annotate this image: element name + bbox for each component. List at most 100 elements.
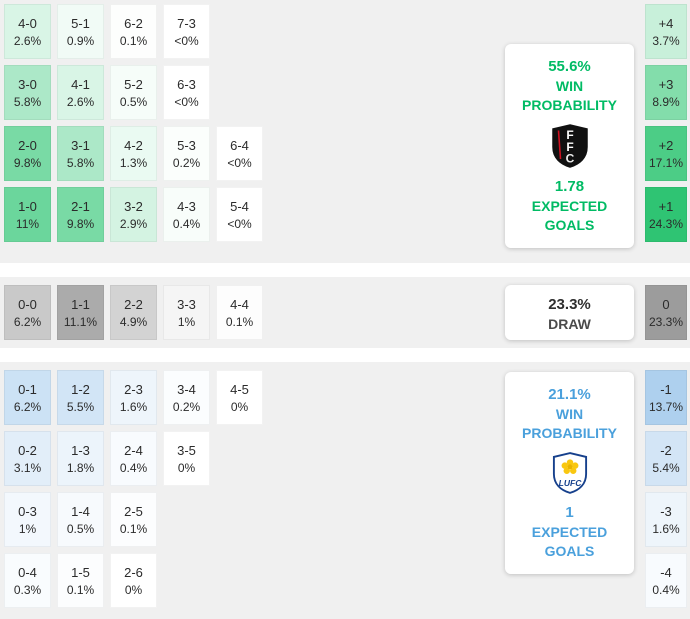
score-label: -2 [660,442,672,458]
score-row: 1-0 11% 2-1 9.8% 3-2 2.9% 4-3 0.4% 5-4 <0% [4,187,263,242]
away-win-label-line1: WIN [555,406,584,423]
probability-label: <0% [174,94,199,109]
probability-label: 9.8% [13,155,42,170]
probability-label: 5.8% [13,94,42,109]
score-label: 6-4 [230,137,249,153]
score-cell: 2-2 4.9% [110,285,157,340]
fulham-crest-icon: F F C [551,124,588,168]
svg-text:C: C [565,152,574,166]
probability-label: 0.5% [66,521,95,536]
score-cell: 0-4 0.3% [4,553,51,608]
probability-label: 0.2% [172,155,201,170]
probability-label: 3.1% [13,460,42,475]
score-cell: 7-3 <0% [163,4,210,59]
score-label: +3 [658,76,674,92]
score-cell: 5-4 <0% [216,187,263,242]
score-row: 2-0 9.8% 3-1 5.8% 4-2 1.3% 5-3 0.2% 6-4 <0% [4,126,263,181]
score-cell: 0-3 1% [4,492,51,547]
probability-label: 0.1% [225,314,254,329]
home-win-card: 55.6% WIN PROBABILITY F F C 1.78 EXPECTE… [505,44,634,249]
probability-label: 1.6% [652,521,680,536]
probability-label: 1% [18,521,37,536]
probability-label: 0.5% [119,94,148,109]
away-expected-goals-label-line2: GOALS [544,543,595,560]
away-win-label-line2: PROBABILITY [522,425,617,442]
score-label: 0-2 [18,442,37,458]
score-cell: 1-0 11% [4,187,51,242]
score-cell: 3-5 0% [163,431,210,486]
score-cell: 4-1 2.6% [57,65,104,120]
draw-probability-value: 23.3% [548,296,591,313]
score-label: 5-2 [124,76,143,92]
score-label: 4-2 [124,137,143,153]
score-row: 0-3 1% 1-4 0.5% 2-5 0.1% [4,492,263,547]
probability-label: 0.4% [119,460,148,475]
probability-label: <0% [227,155,252,170]
probability-label: 3.7% [652,33,680,48]
score-cell: 3-3 1% [163,285,210,340]
goal-margin-cell: +3 8.9% [645,65,687,120]
score-label: 4-4 [230,296,249,312]
probability-label: 13.7% [648,399,684,414]
probability-label: 0% [124,582,143,597]
probability-label: 0.1% [119,33,148,48]
svg-text:F: F [566,128,573,142]
probability-label: 0.4% [172,216,201,231]
probability-label: 0% [230,399,249,414]
score-label: 1-3 [71,442,90,458]
score-label: 6-3 [177,76,196,92]
score-row: 0-4 0.3% 1-5 0.1% 2-6 0% [4,553,263,608]
goal-margin-cell: -1 13.7% [645,370,687,425]
goal-margin-cell: 0 23.3% [645,285,687,340]
probability-label: 5.8% [66,155,95,170]
probability-label: 4.9% [119,314,148,329]
score-cell: 4-2 1.3% [110,126,157,181]
home-goal-margin-column: +4 3.7% +3 8.9% +2 17.1% +1 24.3% [645,4,687,242]
score-label: 4-3 [177,198,196,214]
probability-label: 6.2% [13,399,42,414]
score-label: 2-4 [124,442,143,458]
away-score-grid: 0-1 6.2% 1-2 5.5% 2-3 1.6% 3-4 0.2% 4-5 0% 0-2 3.1%… [4,370,263,608]
score-label: -1 [660,381,672,397]
score-cell: 3-1 5.8% [57,126,104,181]
probability-label: 5.4% [652,460,680,475]
home-win-label-line1: WIN [555,78,584,95]
probability-label: 11.1% [63,314,98,329]
probability-label: 2.9% [119,216,148,231]
away-expected-goals-value: 1 [565,504,574,522]
goal-margin-cell: -2 5.4% [645,431,687,486]
probability-label: 1.8% [66,460,95,475]
goal-margin-cell: +4 3.7% [645,4,687,59]
score-label: 4-1 [71,76,90,92]
score-cell: 6-3 <0% [163,65,210,120]
draw-goal-margin-column: 0 23.3% [645,285,687,340]
goal-margin-cell: -4 0.4% [645,553,687,608]
score-row: 0-0 6.2% 1-1 11.1% 2-2 4.9% 3-3 1% 4-4 0.1% [4,285,263,340]
score-row: 3-0 5.8% 4-1 2.6% 5-2 0.5% 6-3 <0% [4,65,263,120]
probability-label: 1.6% [119,399,148,414]
probability-label: <0% [227,216,252,231]
svg-text:F: F [566,140,573,154]
goal-margin-cell: +2 17.1% [645,126,687,181]
score-label: 0-3 [18,503,37,519]
score-cell: 4-5 0% [216,370,263,425]
score-label: 0-1 [18,381,37,397]
score-label: 6-2 [124,15,143,31]
score-cell: 2-1 9.8% [57,187,104,242]
score-label: 5-1 [71,15,90,31]
score-label: 3-5 [177,442,196,458]
svg-text:LUFC: LUFC [558,478,582,488]
score-label: 2-2 [124,296,143,312]
draw-card: 23.3% DRAW [505,285,634,340]
away-goal-margin-column: -1 13.7% -2 5.4% -3 1.6% -4 0.4% [645,370,687,608]
probability-label: 6.2% [13,314,42,329]
score-label: 0-4 [18,564,37,580]
score-cell: 1-5 0.1% [57,553,104,608]
score-label: +4 [658,15,674,31]
score-row: 0-1 6.2% 1-2 5.5% 2-3 1.6% 3-4 0.2% 4-5 0% [4,370,263,425]
score-label: +2 [658,137,674,153]
score-cell: 2-3 1.6% [110,370,157,425]
score-cell: 4-3 0.4% [163,187,210,242]
home-win-label-line2: PROBABILITY [522,97,617,114]
score-label: 1-2 [71,381,90,397]
